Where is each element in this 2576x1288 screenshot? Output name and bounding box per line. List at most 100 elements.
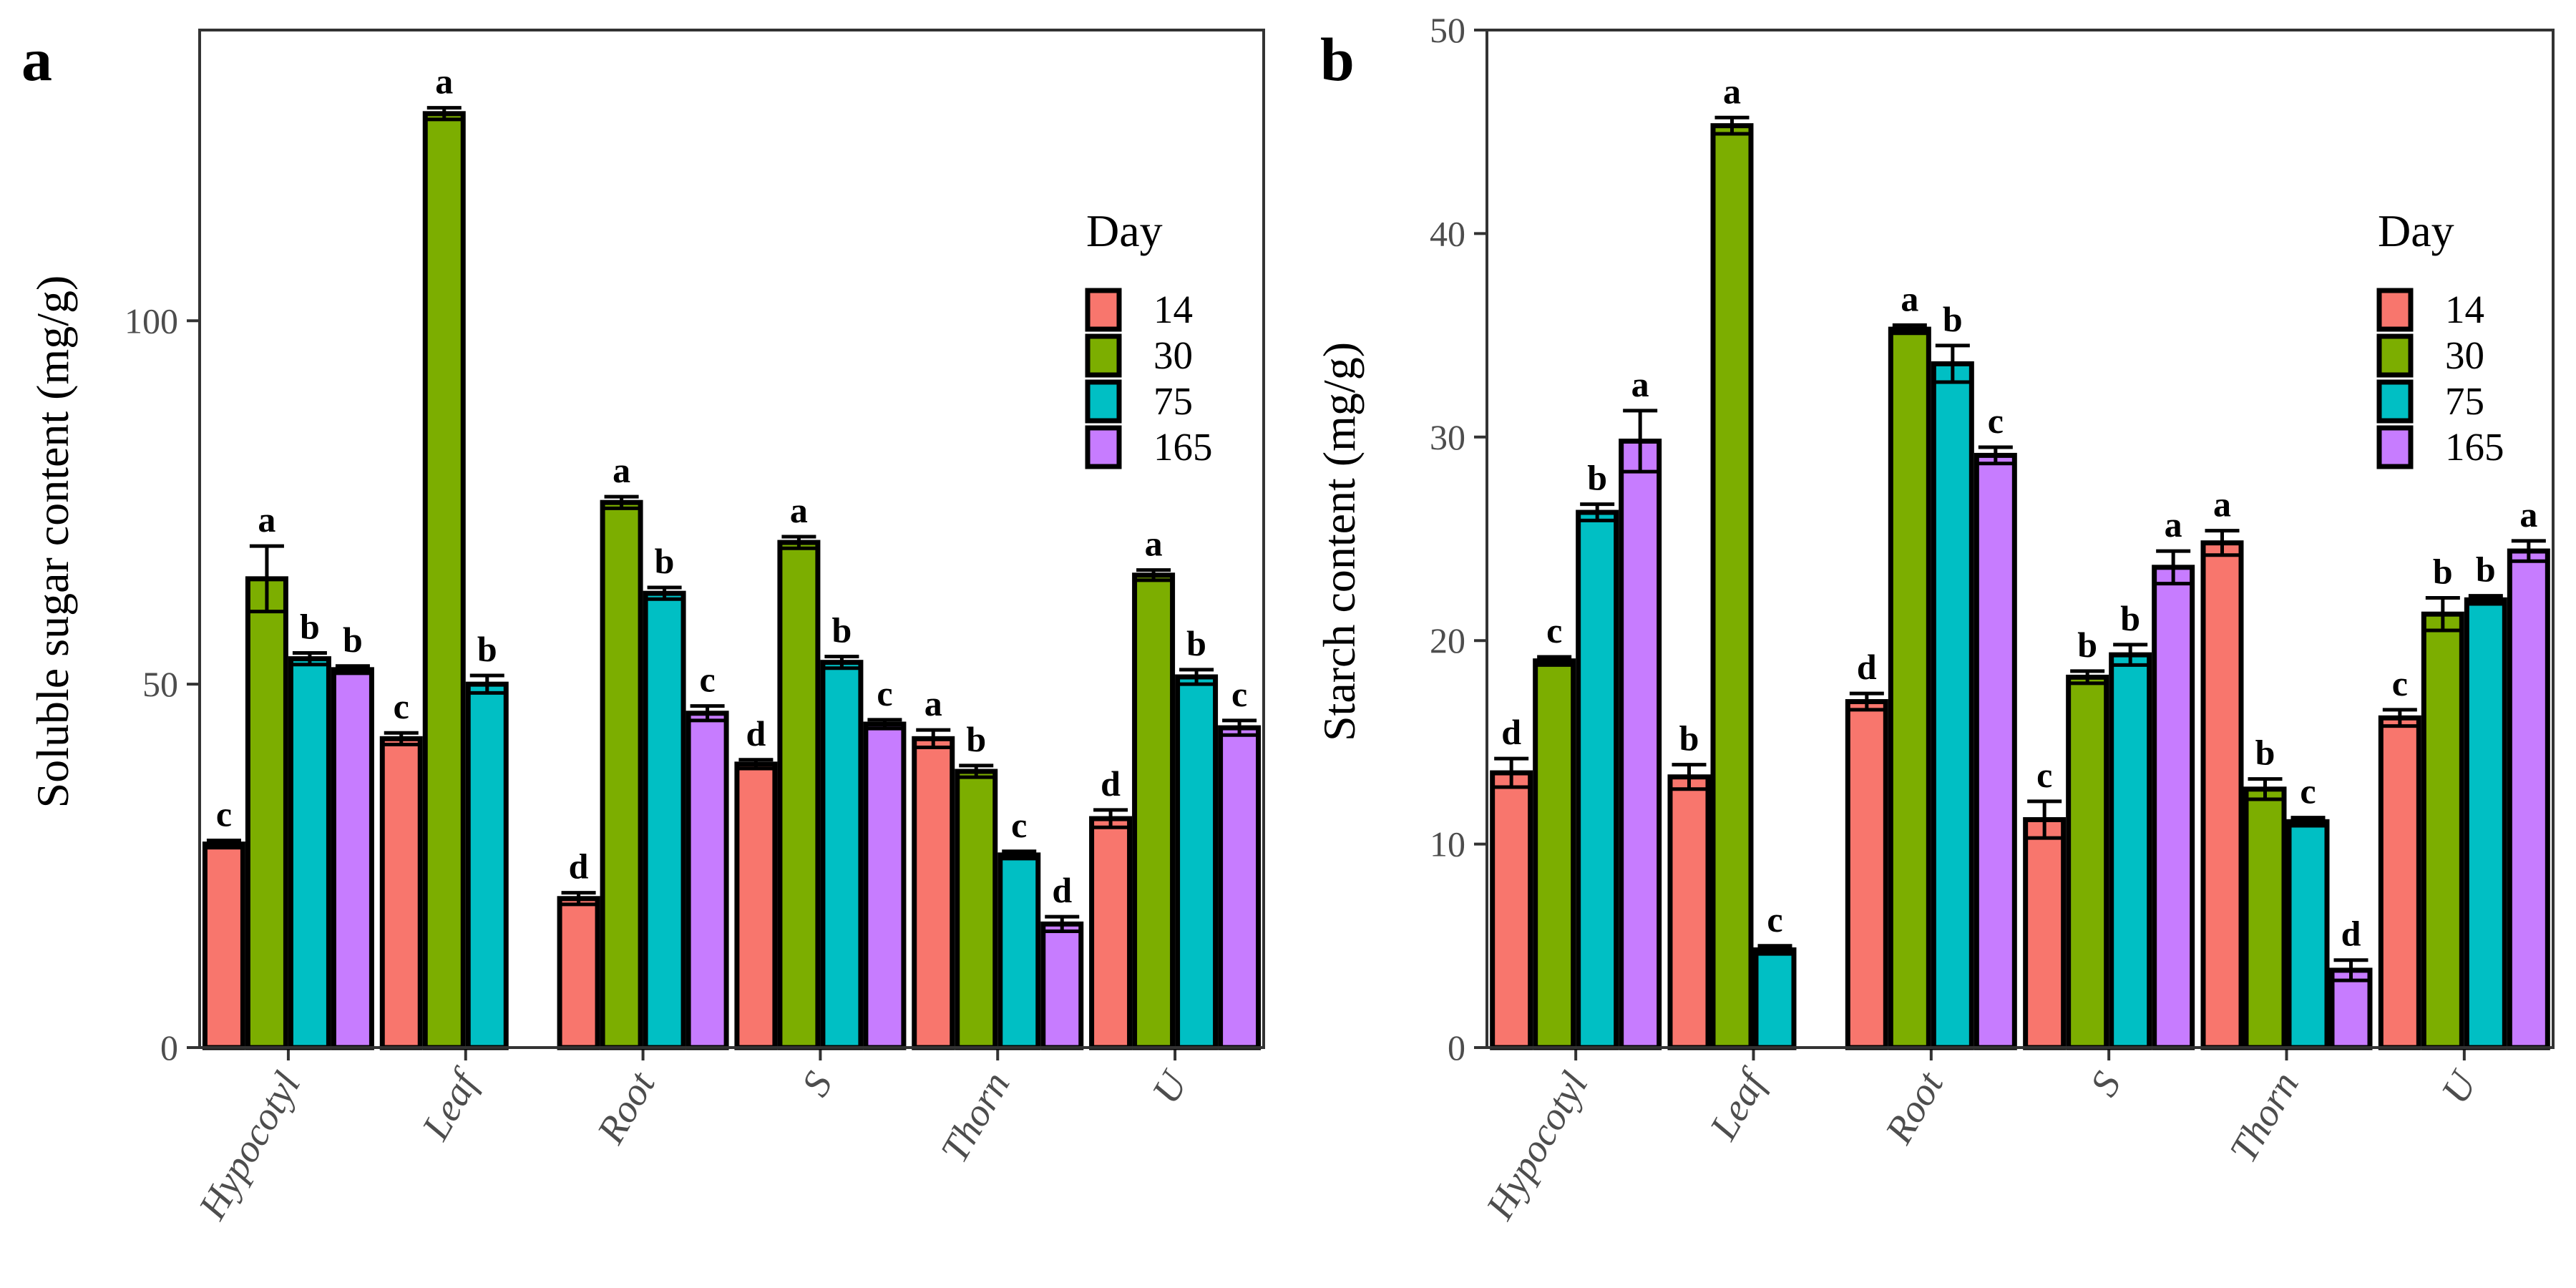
panel-b-y-tick-label-20: 20 xyxy=(1430,620,1465,660)
panel-a-bar-u-day14 xyxy=(1089,816,1133,1050)
panel-a-errorbar-root-day14 xyxy=(561,891,596,907)
panel-a-bar-leaf-day30 xyxy=(422,111,466,1050)
panel-b-errorbar-hypocotyl-day75 xyxy=(1580,502,1615,522)
panel-a-errorbar-thorn-day14 xyxy=(916,728,951,750)
panel-a-sig-label-leaf-day14: c xyxy=(394,686,409,726)
panel-a-y-tick-label-100: 100 xyxy=(125,301,178,341)
panel-b-legend-key-75 xyxy=(2376,379,2414,424)
panel-a-sig-label-hypocotyl-day30: a xyxy=(258,499,275,540)
panel-a-bar-root-day165 xyxy=(686,711,729,1050)
panel-b-sig-label-hypocotyl-day75: b xyxy=(1587,458,1607,498)
panel-b-sig-label-leaf-day75: c xyxy=(1767,899,1782,940)
panel-b-bar-s-day14 xyxy=(2023,816,2067,1050)
panel-b-sig-label-hypocotyl-day14: d xyxy=(1501,712,1521,752)
panel-a-bar-hypocotyl-day14 xyxy=(202,841,245,1050)
panel-a-errorbar-leaf-day14 xyxy=(384,731,419,746)
panel-b-errorbar-s-day75 xyxy=(2113,643,2148,667)
panel-a-errorbar-u-day14 xyxy=(1093,808,1128,829)
panel-a-sig-label-s-day30: a xyxy=(790,490,808,530)
panel-b-plot-border xyxy=(1485,29,2555,1049)
panel-b-bar-root-day75 xyxy=(1931,361,1974,1050)
panel-b-bar-u-day30 xyxy=(2421,611,2464,1050)
panel-a-bar-u-day75 xyxy=(1175,674,1219,1050)
panel-a-legend-title: Day xyxy=(1086,205,1163,256)
panel-a-legend-label-14: 14 xyxy=(1153,288,1193,331)
panel-b-sig-label-leaf-day14: b xyxy=(1679,718,1699,758)
panel-b-sig-label-u-day165: a xyxy=(2519,494,2537,535)
panel-b-errorbar-hypocotyl-day30 xyxy=(1537,655,1572,667)
panel-a-errorbar-s-day165 xyxy=(867,718,902,731)
panel-b-letter: b xyxy=(1320,25,1355,94)
panel-b-errorbar-leaf-day14 xyxy=(1672,763,1707,791)
panel-a-sig-label-hypocotyl-day165: b xyxy=(343,620,363,660)
panel-b-legend-title: Day xyxy=(2378,205,2454,256)
panel-b-errorbar-thorn-day75 xyxy=(2290,816,2326,828)
panel-b-errorbar-u-day165 xyxy=(2511,539,2546,563)
panel-b-bar-leaf-day30 xyxy=(1710,123,1754,1050)
panel-a-sig-label-leaf-day75: b xyxy=(477,629,497,669)
panel-b-bar-thorn-day14 xyxy=(2200,540,2244,1050)
panel-a-sig-label-u-day14: d xyxy=(1101,763,1121,804)
panel-a-legend-key-165 xyxy=(1085,425,1122,469)
panel-a-bar-s-day30 xyxy=(777,540,821,1050)
panel-b-sig-label-s-day30: b xyxy=(2077,625,2097,665)
panel-b-errorbar-hypocotyl-day14 xyxy=(1494,756,1529,789)
panel-a-y-tick-label-0: 0 xyxy=(160,1028,178,1068)
panel-b-legend-label-165: 165 xyxy=(2445,425,2504,469)
panel-a: a Soluble sugar content (mg/g) 050100Hyp… xyxy=(21,25,1265,1227)
panel-a-bar-root-day30 xyxy=(600,499,643,1050)
panel-b-errorbar-thorn-day165 xyxy=(2333,958,2368,982)
panel-a-errorbar-thorn-day75 xyxy=(1002,849,1037,861)
panel-b-sig-label-root-day14: d xyxy=(1857,647,1877,687)
panel-a-bar-thorn-day30 xyxy=(955,769,998,1050)
panel-b-errorbar-root-day75 xyxy=(1935,343,1970,384)
panel-b-sig-label-thorn-day14: a xyxy=(2213,484,2231,525)
panel-b-errorbar-leaf-day30 xyxy=(1714,115,1750,136)
panel-a-bar-root-day75 xyxy=(643,590,686,1050)
panel-a-y-tick-label-50: 50 xyxy=(142,664,178,704)
panel-a-errorbar-leaf-day30 xyxy=(426,106,462,122)
panel-a-bar-s-day165 xyxy=(863,721,907,1050)
panel-b-bar-u-day165 xyxy=(2507,548,2550,1050)
panel-b-y-tick-label-0: 0 xyxy=(1448,1028,1465,1068)
panel-b-y-tick-label-40: 40 xyxy=(1430,213,1465,253)
panel-a-bar-s-day14 xyxy=(734,761,778,1050)
panel-a-sig-label-u-day30: a xyxy=(1145,524,1163,564)
panel-b-errorbar-u-day14 xyxy=(2382,708,2417,728)
panel-a-sig-label-s-day75: b xyxy=(832,610,852,650)
panel-a-errorbar-root-day165 xyxy=(690,704,725,723)
panel-a-y-axis-title: Soluble sugar content (mg/g) xyxy=(27,275,78,809)
panel-b-bar-hypocotyl-day14 xyxy=(1490,770,1533,1050)
panel-a-errorbar-hypocotyl-day165 xyxy=(335,664,370,675)
panel-b-sig-label-thorn-day165: d xyxy=(2341,914,2361,954)
panel-b-bar-leaf-day14 xyxy=(1667,774,1711,1050)
panel-a-sig-label-root-day14: d xyxy=(569,847,589,887)
panel-a-errorbar-s-day75 xyxy=(824,655,859,670)
panel-b-sig-label-u-day14: c xyxy=(2392,663,2408,703)
panel-a-bar-hypocotyl-day165 xyxy=(331,667,374,1050)
panel-a-bar-thorn-day14 xyxy=(912,736,955,1050)
panel-b-sig-label-root-day75: b xyxy=(1943,299,1963,339)
panel-b-errorbar-thorn-day30 xyxy=(2248,777,2283,801)
panel-a-errorbar-u-day30 xyxy=(1136,568,1171,582)
panel-b-y-tick-label-10: 10 xyxy=(1430,824,1465,864)
panel-b-errorbar-u-day75 xyxy=(2468,594,2503,606)
panel-a-sig-label-u-day165: c xyxy=(1231,674,1247,714)
panel-a-errorbar-root-day75 xyxy=(647,585,682,601)
panel-a-bar-leaf-day14 xyxy=(379,736,423,1050)
panel-b-sig-label-root-day30: a xyxy=(1901,278,1918,318)
panel-a-sig-label-root-day165: c xyxy=(699,660,715,700)
panel-b-legend-key-14 xyxy=(2376,288,2414,332)
panel-b-sig-label-u-day75: b xyxy=(2476,550,2496,590)
panel-a-legend-label-165: 165 xyxy=(1153,425,1213,469)
panel-a-bar-root-day14 xyxy=(557,896,600,1050)
panel-a-bar-u-day30 xyxy=(1132,572,1176,1050)
panel-b-sig-label-u-day30: b xyxy=(2433,551,2453,591)
panel-a-sig-label-s-day14: d xyxy=(746,713,766,753)
panel-b-legend-key-30 xyxy=(2376,333,2414,378)
panel-a-legend-key-30 xyxy=(1085,333,1122,378)
panel-b-errorbar-leaf-day75 xyxy=(1757,944,1792,956)
panel-b-legend-label-75: 75 xyxy=(2445,379,2484,423)
panel-b-y-tick-label-50: 50 xyxy=(1430,10,1465,50)
panel-b-errorbar-hypocotyl-day165 xyxy=(1623,409,1658,474)
